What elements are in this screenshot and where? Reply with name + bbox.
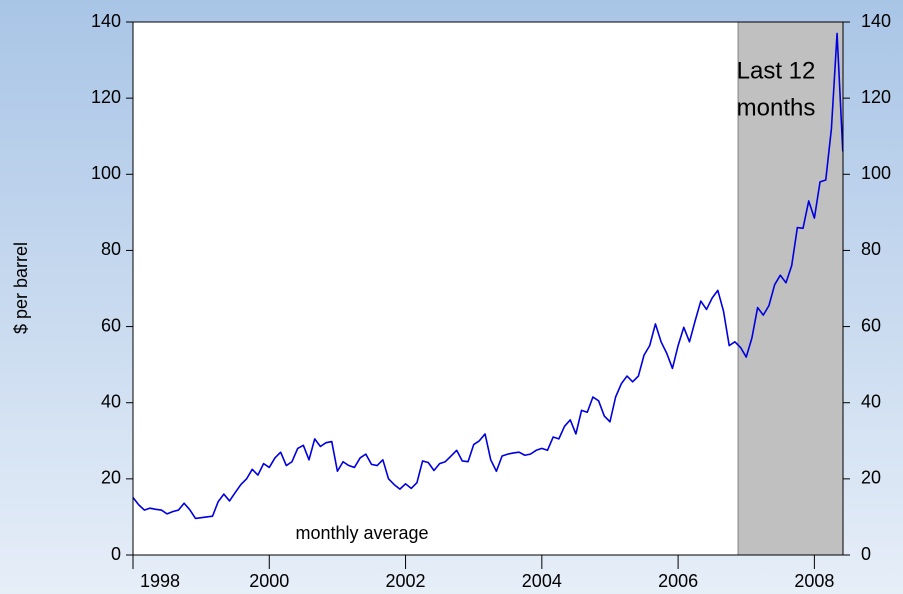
- x-tick-label: 2008: [794, 571, 834, 591]
- y-tick-label: 120: [91, 87, 121, 107]
- y-tick-label: 0: [111, 544, 121, 564]
- x-tick-label: 2004: [522, 571, 562, 591]
- highlight-band: [738, 22, 843, 555]
- y2-tick-label: 140: [861, 11, 891, 31]
- y-axis-label: $ per barrel: [11, 242, 31, 334]
- y2-tick-label: 0: [861, 544, 871, 564]
- data-line: [132, 32, 844, 520]
- plot-area: [133, 22, 843, 555]
- y2-tick-label: 80: [861, 239, 881, 259]
- y2-tick-label: 20: [861, 468, 881, 488]
- y-tick-label: 60: [101, 315, 121, 335]
- y-tick-label: 100: [91, 163, 121, 183]
- y2-tick-label: 40: [861, 391, 881, 411]
- x-tick-label: 2006: [658, 571, 698, 591]
- y-tick-label: 20: [101, 468, 121, 488]
- x-tick-label: 2002: [386, 571, 426, 591]
- highlight-label: months: [737, 94, 816, 121]
- x-tick-label: 1998: [140, 571, 180, 591]
- y2-tick-label: 120: [861, 87, 891, 107]
- y2-tick-label: 100: [861, 163, 891, 183]
- y2-tick-label: 60: [861, 315, 881, 335]
- x-tick-label: 2000: [249, 571, 289, 591]
- plot-frame: [132, 21, 844, 556]
- y-tick-label: 80: [101, 239, 121, 259]
- highlight-label: Last 12: [737, 57, 816, 84]
- annotation: monthly average: [295, 523, 428, 543]
- y-tick-label: 40: [101, 391, 121, 411]
- y-tick-label: 140: [91, 11, 121, 31]
